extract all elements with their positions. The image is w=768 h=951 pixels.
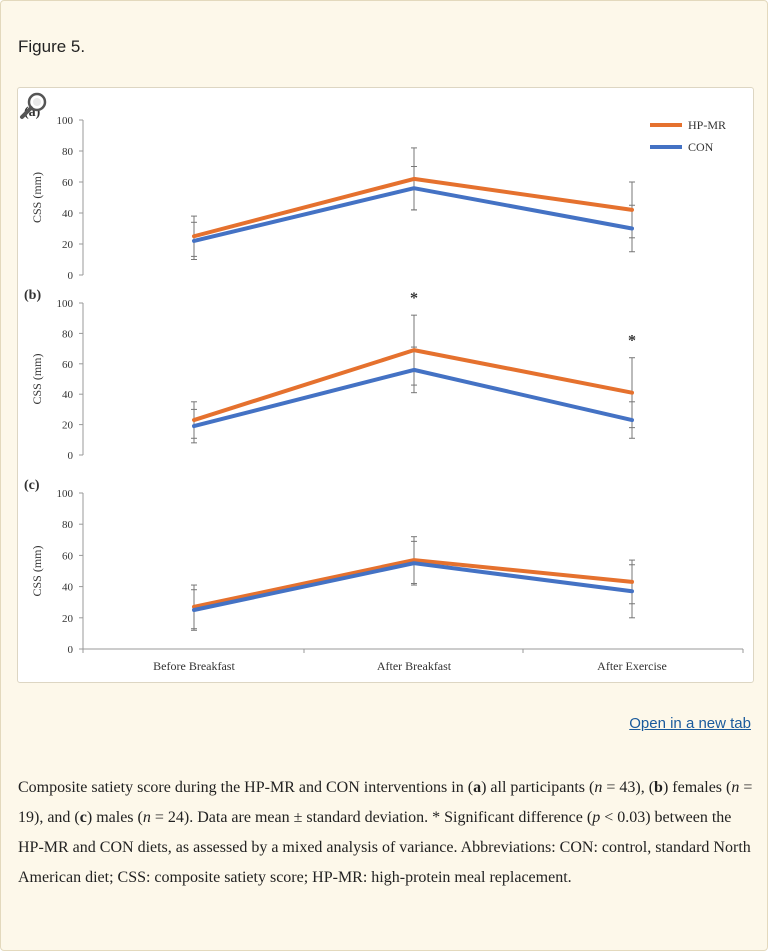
y-tick-label: 20 <box>62 613 74 625</box>
y-tick-label: 100 <box>57 115 74 127</box>
panel-label: (b) <box>24 288 41 303</box>
y-tick-label: 80 <box>62 328 74 340</box>
y-axis-label: CSS (mm) <box>30 172 44 223</box>
y-tick-label: 0 <box>68 270 74 282</box>
legend-label: HP-MR <box>688 118 726 132</box>
x-tick-label: After Exercise <box>597 659 667 673</box>
significance-marker: * <box>410 290 418 307</box>
y-axis-label: CSS (mm) <box>30 353 44 404</box>
x-tick-label: Before Breakfast <box>153 659 235 673</box>
y-tick-label: 80 <box>62 146 74 158</box>
figure-label: Figure 5. <box>18 37 86 56</box>
y-tick-label: 60 <box>62 177 74 189</box>
y-tick-label: 40 <box>62 208 74 220</box>
legend-label: CON <box>688 140 714 154</box>
x-tick-label: After Breakfast <box>377 659 452 673</box>
series-line-con <box>192 561 634 612</box>
series-line-hpmr <box>192 176 634 239</box>
y-axis-label: CSS (mm) <box>30 545 44 596</box>
y-tick-label: 100 <box>57 298 74 310</box>
zoom-magnifier-icon[interactable] <box>18 88 52 122</box>
series-line-hpmr <box>192 348 634 423</box>
y-tick-label: 60 <box>62 550 74 562</box>
y-tick-label: 80 <box>62 519 74 531</box>
significance-marker: * <box>628 333 636 350</box>
y-tick-label: 60 <box>62 359 74 371</box>
series-line-con <box>192 186 634 243</box>
series-line-con <box>192 367 634 429</box>
open-in-new-tab-link[interactable]: Open in a new tab <box>629 715 751 732</box>
y-tick-label: 100 <box>57 488 74 500</box>
y-tick-label: 20 <box>62 239 74 251</box>
y-tick-label: 0 <box>68 450 74 462</box>
y-tick-label: 0 <box>68 644 74 656</box>
panel-label: (c) <box>24 478 40 493</box>
figure-image[interactable]: (a) 0 20 40 60 80 100 CSS (mm) HP-MR CON (b) 0 20 40 6… <box>17 87 754 683</box>
y-tick-label: 20 <box>62 420 74 432</box>
y-tick-label: 40 <box>62 582 74 594</box>
figure-caption: Composite satiety score during the HP-MR… <box>18 779 753 886</box>
y-tick-label: 40 <box>62 389 74 401</box>
series-line-hpmr <box>192 558 634 609</box>
